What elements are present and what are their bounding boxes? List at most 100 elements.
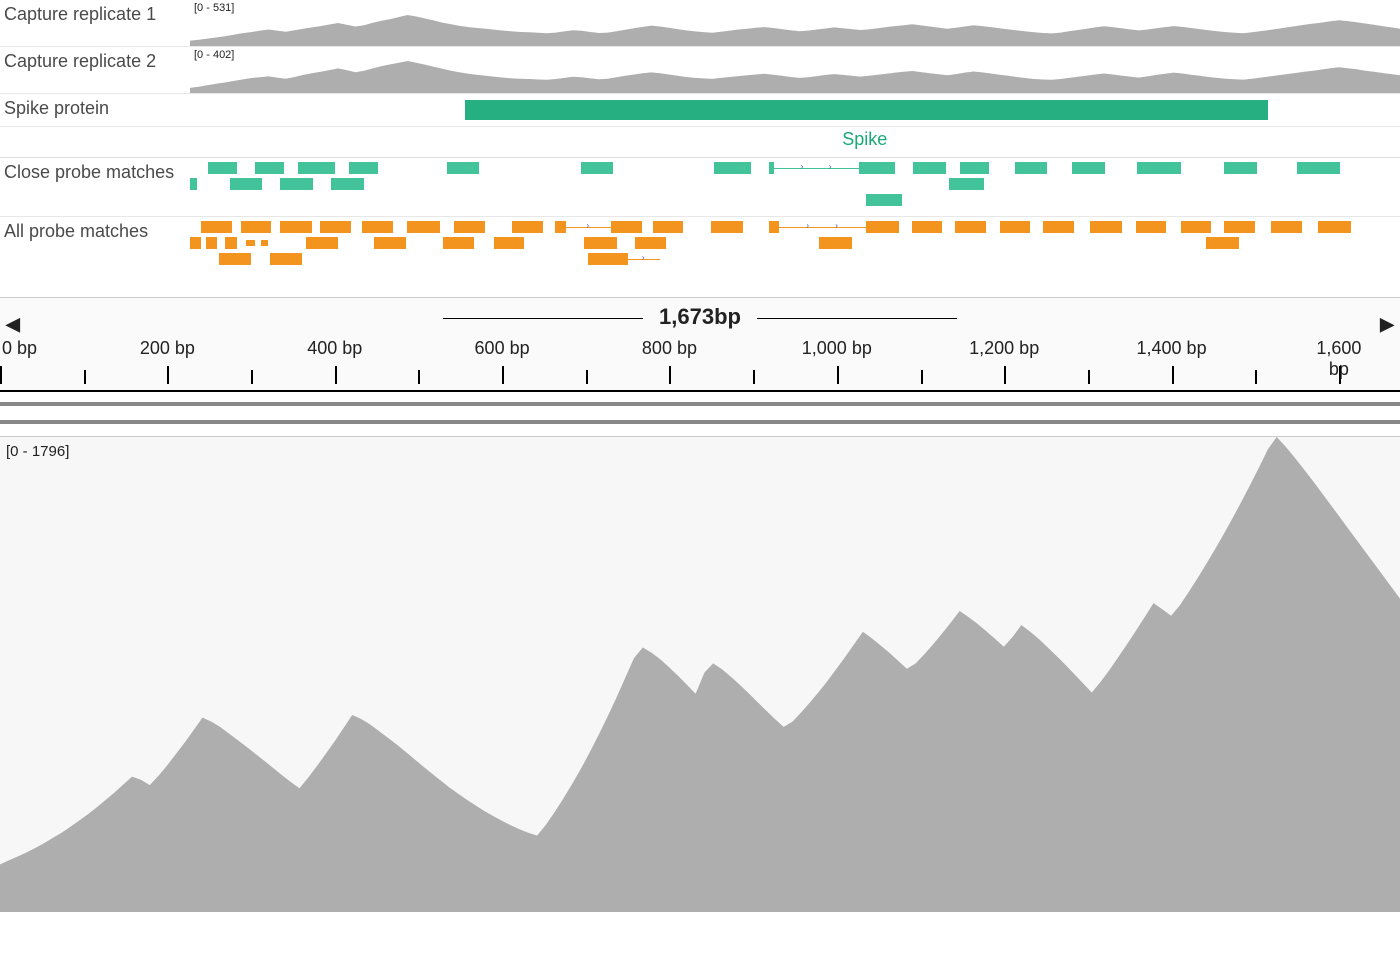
spike-label: Spike [842, 129, 887, 150]
probe-feature[interactable] [555, 221, 566, 233]
probe-feature[interactable] [949, 178, 984, 190]
probe-feature[interactable] [711, 221, 744, 233]
probe-feature[interactable] [714, 162, 750, 174]
chevron-right-icon: › [801, 162, 804, 171]
probe-feature[interactable] [1000, 221, 1030, 233]
ruler-panel[interactable]: ◀ 1,673bp ▶ 0 bp200 bp400 bp600 bp800 bp… [0, 297, 1400, 392]
probe-feature[interactable] [261, 240, 268, 247]
probe-feature[interactable] [588, 253, 628, 265]
probe-feature[interactable] [859, 162, 895, 174]
probe-feature[interactable] [454, 221, 485, 233]
chevron-right-icon: › [587, 221, 590, 230]
probe-feature[interactable] [190, 237, 201, 249]
ruler-tick [1339, 366, 1341, 384]
probe-feature[interactable] [635, 237, 666, 249]
probe-feature[interactable] [769, 221, 780, 233]
coverage-track: Capture replicate 2 [0 - 402] [0, 47, 1400, 94]
coverage-track: Capture replicate 1 [0 - 531] [0, 0, 1400, 47]
probe-feature[interactable] [866, 221, 899, 233]
arrow-left-icon: ◀ [6, 314, 20, 335]
probe-feature[interactable] [246, 240, 255, 247]
ruler-tick [669, 366, 671, 384]
probe-feature[interactable] [270, 253, 303, 265]
close-probes-content[interactable]: ›› [190, 158, 1400, 216]
probe-feature[interactable] [407, 221, 440, 233]
probe-feature[interactable] [1224, 162, 1257, 174]
probe-feature[interactable] [349, 162, 378, 174]
probe-feature[interactable] [819, 237, 852, 249]
all-probes-content[interactable]: ›››› [190, 217, 1400, 279]
chevron-right-icon: › [642, 253, 645, 262]
probe-feature[interactable] [1136, 221, 1166, 233]
probe-feature[interactable] [913, 162, 946, 174]
probe-connector [779, 227, 866, 228]
ruler-tick [0, 366, 2, 384]
probe-feature[interactable] [306, 237, 339, 249]
sep-bar [0, 420, 1400, 424]
probe-feature[interactable] [866, 194, 902, 206]
ruler-major-label: 1,000 bp [802, 338, 872, 359]
probe-feature[interactable] [241, 221, 271, 233]
chevron-right-icon: › [835, 221, 838, 230]
range-label: [0 - 531] [194, 2, 234, 14]
probe-feature[interactable] [912, 221, 942, 233]
probe-feature[interactable] [230, 178, 263, 190]
probe-feature[interactable] [298, 162, 334, 174]
ruler-major-label: 800 bp [642, 338, 697, 359]
ruler-tick [335, 366, 337, 384]
probe-feature[interactable] [280, 221, 311, 233]
ruler-major-label: 400 bp [307, 338, 362, 359]
probe-feature[interactable] [1072, 162, 1105, 174]
probe-feature[interactable] [512, 221, 543, 233]
ruler-major-label: 1,200 bp [969, 338, 1039, 359]
probe-feature[interactable] [494, 237, 524, 249]
probe-feature[interactable] [190, 178, 197, 190]
probe-feature[interactable] [447, 162, 480, 174]
big-coverage-track[interactable]: [0 - 1796] [0, 436, 1400, 911]
probe-feature[interactable] [374, 237, 405, 249]
coverage-content[interactable]: [0 - 402] [190, 47, 1400, 93]
ruler-minor-tick [921, 370, 923, 384]
ruler-minor-tick [586, 370, 588, 384]
probe-feature[interactable] [955, 221, 985, 233]
spike-bar[interactable] [465, 100, 1268, 120]
probe-feature[interactable] [201, 221, 232, 233]
probe-feature[interactable] [362, 221, 392, 233]
probe-feature[interactable] [1015, 162, 1048, 174]
probe-feature[interactable] [331, 178, 364, 190]
probe-feature[interactable] [320, 221, 350, 233]
coverage-content[interactable]: [0 - 531] [190, 0, 1400, 46]
probe-feature[interactable] [653, 221, 683, 233]
probe-feature[interactable] [581, 162, 614, 174]
probe-feature[interactable] [280, 178, 313, 190]
probe-feature[interactable] [255, 162, 284, 174]
ruler-tick [1004, 366, 1006, 384]
track-label: Capture replicate 1 [0, 0, 190, 25]
probe-feature[interactable] [1271, 221, 1302, 233]
probe-feature[interactable] [1137, 162, 1180, 174]
probe-feature[interactable] [1297, 162, 1340, 174]
ruler-minor-tick [1255, 370, 1257, 384]
spike-label-row: Spike [190, 127, 1400, 157]
probe-feature[interactable] [225, 237, 237, 249]
spike-content[interactable] [190, 94, 1400, 126]
probe-feature[interactable] [584, 237, 617, 249]
probe-feature[interactable] [219, 253, 252, 265]
probe-feature[interactable] [206, 237, 218, 249]
probe-feature[interactable] [1181, 221, 1211, 233]
ruler-tick [1172, 366, 1174, 384]
probe-feature[interactable] [960, 162, 989, 174]
ruler-major-label: 0 bp [2, 338, 37, 359]
probe-feature[interactable] [443, 237, 474, 249]
probe-feature[interactable] [1318, 221, 1351, 233]
probe-feature[interactable] [1090, 221, 1121, 233]
probe-feature[interactable] [1206, 237, 1239, 249]
probe-feature[interactable] [208, 162, 237, 174]
chevron-right-icon: › [829, 162, 832, 171]
probe-feature[interactable] [1043, 221, 1073, 233]
ruler-minor-tick [251, 370, 253, 384]
separator-bars [0, 402, 1400, 436]
probe-feature[interactable] [1224, 221, 1254, 233]
probe-feature[interactable] [611, 221, 642, 233]
ruler-ticks: 0 bp200 bp400 bp600 bp800 bp1,000 bp1,20… [0, 338, 1400, 390]
